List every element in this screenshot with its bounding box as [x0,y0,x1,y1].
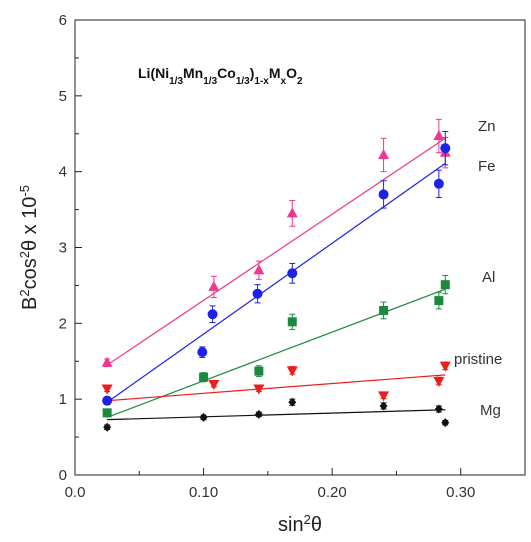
data-point-fe [197,347,208,358]
data-point-pristine [378,391,390,402]
data-point-fe [440,143,451,154]
data-point-mg [441,418,450,428]
y-axis-title-part: -5 [17,185,32,197]
formula-part: x [281,76,287,87]
data-point-zn [101,356,113,367]
data-point-fe [252,288,263,299]
data-point-zn [433,130,445,141]
series-label-zn: Zn [478,118,496,135]
y-axis-title-part: θ x 10 [19,197,41,251]
data-point-pristine [286,366,298,377]
series-labels: Zn Fe Al pristine Mg [454,118,502,419]
x-tick-label: 0.20 [318,484,347,501]
data-point-mg [379,401,388,411]
data-point-mg [103,422,112,432]
y-tick-label: 5 [59,88,67,105]
data-point-al [379,305,389,315]
y-tick-label: 1 [59,391,67,408]
composition-annotation: Li(Ni1/3Mn1/3Co1/3)1-xMxO2 [138,65,303,87]
y-tick-label: 0 [59,467,67,484]
data-point-mg [434,404,443,414]
data-point-al [287,317,297,327]
series-label-mg: Mg [480,402,501,419]
data-point-al [199,372,209,382]
data-point-mg [254,409,263,419]
data-point-mg [199,412,208,422]
fit-line-zn [106,137,446,366]
formula-part: Mn [183,65,203,81]
x-tick-label: 0.10 [189,484,218,501]
formula-part: 1/3 [203,76,217,87]
y-axis-title-part: 2 [17,251,32,258]
y-tick-label: 6 [59,12,67,29]
series-label-fe: Fe [478,158,496,175]
formula-part: O [286,65,297,81]
y-axis-title-part: 2 [17,289,32,296]
y-axis-title-part: B [19,297,41,310]
data-point-zn [286,207,298,218]
formula-part: 1/3 [169,76,183,87]
x-tick-label: 0.0 [65,484,86,501]
x-axis-title-part: sin [278,514,304,536]
x-axis-title-part: θ [311,514,322,536]
fit-lines [106,137,446,421]
series-label-al: Al [482,269,495,286]
formula-part: Co [217,65,236,81]
data-point-zn [253,264,265,275]
data-point-al [440,280,450,290]
data-point-pristine [439,361,451,372]
data-point-fe [378,189,389,200]
formula-part: ) [250,65,255,81]
data-point-al [102,408,112,418]
data-point-fe [102,395,113,406]
series-label-pristine: pristine [454,351,502,368]
data-point-pristine [101,384,113,395]
fit-line-fe [106,162,446,403]
data-point-fe [287,268,298,279]
formula-part: 1/3 [236,76,250,87]
formula-part: 1-x [254,76,269,87]
formula-part: Li(Ni [138,65,169,81]
fit-line-mg [107,409,446,421]
formula-part: 2 [297,76,303,87]
x-axis-title: sin2θ [278,512,322,537]
y-axis-title: B2cos2θ x 10-5 [17,185,42,310]
y-tick-label: 3 [59,240,67,257]
y-tick-label: 2 [59,315,67,332]
data-point-al [254,366,264,376]
y-axis-title-part: cos [19,258,41,289]
data-point-pristine [208,380,220,390]
data-point-mg [288,397,297,407]
x-tick-label: 0.30 [446,484,475,501]
data-point-pristine [433,376,445,387]
fit-line-pristine [107,374,446,402]
data-point-fe [433,178,444,189]
data-point-zn [208,280,220,291]
axes: 0 1 2 3 4 5 6 0.0 0.10 0.20 0.30 [59,12,476,501]
y-tick-label: 4 [59,164,67,181]
formula-part: M [269,65,281,81]
x-axis-title-part: 2 [304,512,311,527]
data-point-zn [378,148,390,159]
data-point-pristine [253,384,265,395]
data-point-fe [207,309,218,320]
data-points [101,118,451,432]
data-point-al [434,296,444,306]
